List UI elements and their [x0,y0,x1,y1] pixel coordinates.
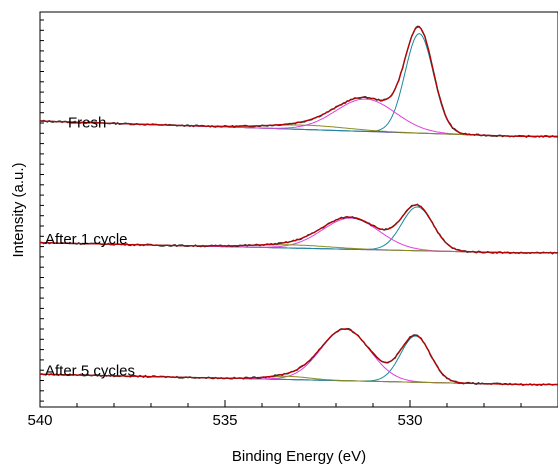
peak-lattice-curve [39,33,558,137]
raw-spectrum [39,25,558,139]
panel-label: After 1 cycle [45,231,128,248]
panel-labels: Fresh After 1 cycle After 5 cycles [45,114,135,379]
x-tick-label: 540 [27,412,52,429]
envelope-curve [39,328,558,386]
y-axis-title: Intensity (a.u.) [10,162,27,257]
envelope-curve [40,204,558,254]
x-axis-title: Binding Energy (eV) [232,448,366,465]
x-tick-label: 535 [212,412,237,429]
x-ticks: 540 535 530 [27,400,522,429]
panel-label: Fresh [68,114,106,131]
panel-label: After 5 cycles [45,363,135,380]
plot-frame [39,11,558,408]
envelope-curve [39,26,558,137]
peak-oh-curve [39,98,558,137]
y-ticks [40,19,44,402]
x-tick-label: 530 [397,412,422,429]
spectra [39,25,558,387]
